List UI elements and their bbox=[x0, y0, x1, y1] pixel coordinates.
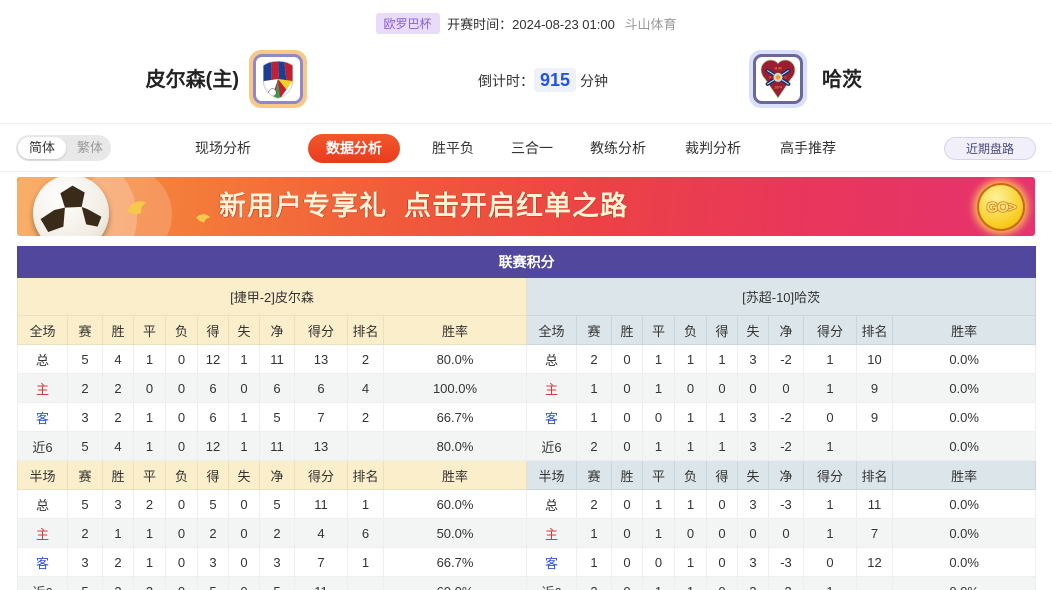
svg-text:1874: 1874 bbox=[774, 86, 782, 90]
svg-text:F: F bbox=[769, 76, 771, 80]
svg-text:H M: H M bbox=[775, 66, 782, 70]
